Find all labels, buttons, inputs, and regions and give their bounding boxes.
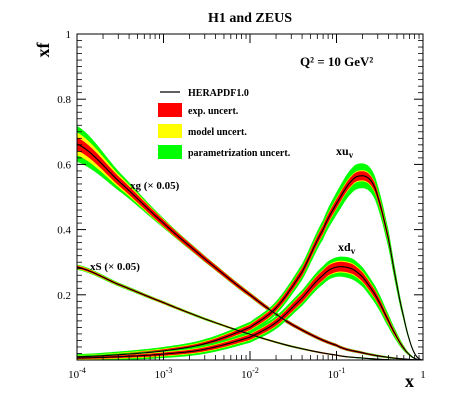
y-tick-label: 0.6 [57, 159, 71, 171]
y-tick-label: 0.4 [57, 225, 71, 237]
y-tick-label: 1 [66, 29, 72, 41]
curve-label-xg: xg (× 0.05) [130, 180, 180, 192]
band-param-series-1 [77, 264, 423, 360]
x-tick-label: 10-4 [68, 366, 86, 381]
legend-swatch-model [158, 124, 182, 138]
x-tick-label: 1 [420, 369, 426, 381]
x-tick-label: 10-3 [155, 366, 173, 381]
central-curves [76, 143, 424, 361]
y-tick-label: 0.8 [57, 94, 71, 106]
legend-swatch-exp [158, 103, 182, 117]
x-tick-label: 10-2 [241, 366, 259, 381]
curve-label-xuv: xuv [336, 144, 354, 160]
x-tick-label: 10-1 [328, 366, 346, 381]
legend-label-param: parametrization uncert. [188, 148, 291, 159]
xuv-sub: v [349, 150, 354, 160]
chart-title: H1 and ZEUS [208, 11, 292, 26]
curve-label-xs: xS (× 0.05) [90, 261, 140, 273]
band-model-series-1 [77, 265, 423, 360]
legend-label-model: model uncert. [188, 127, 247, 138]
central-curve-series-3 [76, 266, 424, 361]
y-axis-label: xf [33, 42, 53, 58]
central-curve-series-1 [76, 266, 423, 361]
xuv-main: xu [336, 144, 349, 158]
central-curve-series-0 [76, 143, 424, 361]
legend: HERAPDF1.0 exp. uncert. model uncert. pa… [158, 88, 291, 159]
legend-label-central: HERAPDF1.0 [188, 88, 249, 99]
band-param-series-2 [77, 163, 423, 360]
xdv-main: xd [338, 240, 351, 254]
band-exp-series-3 [77, 261, 423, 360]
uncertainty-bands [77, 125, 423, 361]
x-axis-label: x [405, 371, 414, 391]
axis-ticks: 10-4 10-3 10-2 10-1 1 0.2 0.4 0.6 0.8 1 [57, 29, 426, 381]
curve-label-xdv: xdv [338, 240, 356, 256]
xdv-sub: v [351, 246, 356, 256]
q2-annotation: Q² = 10 GeV² [300, 54, 373, 69]
legend-label-exp: exp. uncert. [188, 106, 239, 117]
legend-swatch-param [158, 145, 182, 159]
band-model-series-3 [77, 260, 423, 360]
central-curve-series-2 [76, 175, 424, 361]
y-tick-label: 0.2 [57, 290, 71, 302]
